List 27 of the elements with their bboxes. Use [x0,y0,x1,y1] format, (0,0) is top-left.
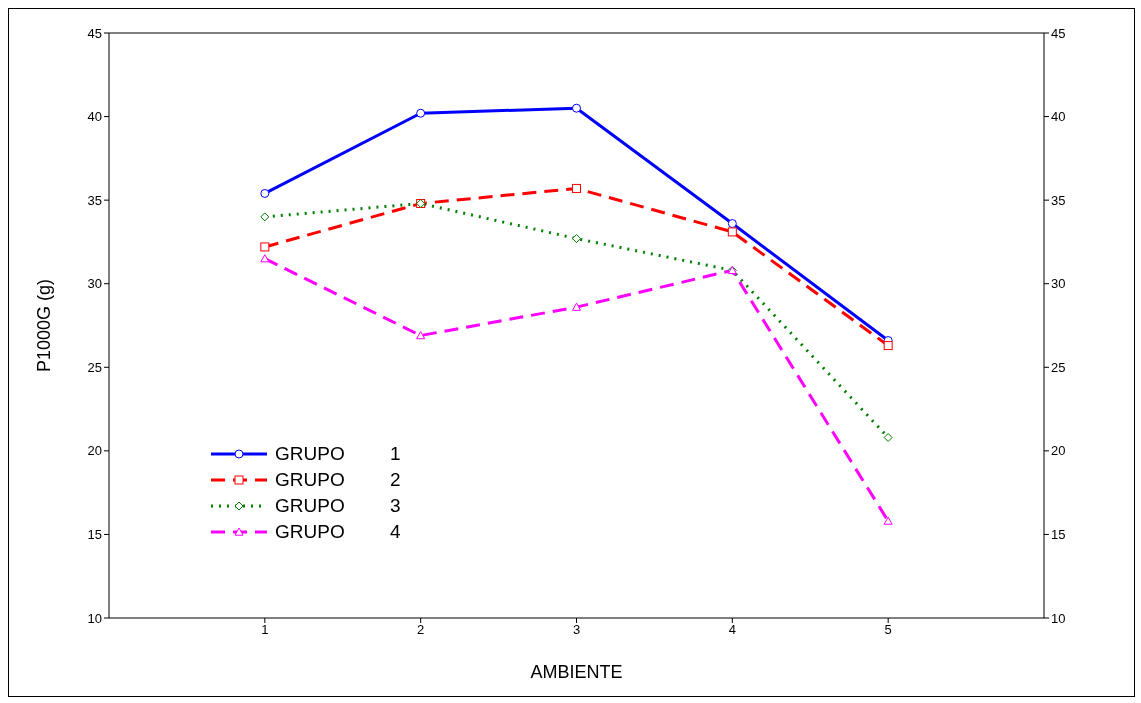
x-tick-label: 1 [261,622,269,638]
x-tick-label: 5 [884,622,892,638]
y2-tick-label: 40 [1051,109,1066,125]
y2-tick-label: 30 [1051,276,1066,292]
x-tick-label: 3 [572,622,581,638]
y-axis-title: P1000G (g) [34,278,55,373]
y2-tick-label: 10 [1051,610,1066,626]
y2-tick-label: 20 [1051,443,1066,459]
y-tick-label: 35 [87,192,102,208]
y2-tick-label: 25 [1051,359,1066,375]
y-tick-label: 15 [87,527,102,543]
x-axis-title: AMBIENTE [530,662,623,682]
y2-tick-label: 15 [1051,527,1066,543]
y-tick-label: 25 [87,359,102,375]
y-tick-label: 10 [87,610,102,626]
x-tick-label: 4 [728,622,736,638]
y2-tick-label: 35 [1051,192,1066,208]
legend-label: GRUPO 1 [275,443,401,465]
y-tick-label: 45 [87,25,102,41]
x-tick-label: 2 [417,622,425,638]
y-tick-label: 20 [87,443,102,459]
y-tick-label: 30 [87,276,102,292]
legend-label: GRUPO 2 [275,469,401,491]
y-tick-label: 40 [87,109,102,125]
y2-tick-label: 45 [1051,25,1066,41]
legend-label: GRUPO 3 [275,495,401,517]
legend-label: GRUPO 4 [275,521,401,543]
